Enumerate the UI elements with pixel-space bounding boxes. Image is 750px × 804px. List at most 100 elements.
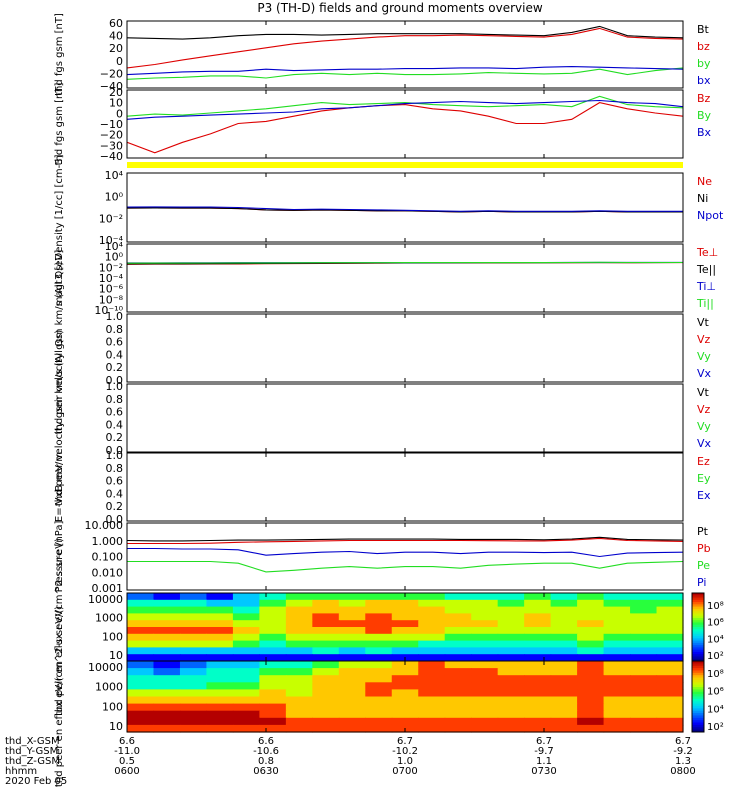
panel-10-cell bbox=[179, 710, 208, 719]
panel-9-colorbar-cell bbox=[692, 654, 704, 657]
panel-9-cell bbox=[524, 613, 552, 621]
panel-1-ytick-label: −40 bbox=[100, 80, 123, 93]
panel-2-series-by-line bbox=[126, 95, 684, 117]
panel-9-colorbar-cell bbox=[692, 640, 704, 644]
panel-8-ytick-label: 0.100 bbox=[92, 551, 124, 564]
panel-9-cell bbox=[206, 627, 234, 635]
panel-10-colorbar-label: 10⁸ bbox=[707, 669, 724, 680]
panel-10-cell bbox=[338, 703, 366, 712]
panel-9-cell bbox=[630, 620, 658, 628]
panel-9-colorbar-cell bbox=[692, 627, 704, 630]
panel-9-cell bbox=[497, 627, 525, 635]
panel-9-cell bbox=[206, 654, 234, 662]
panel-9-cell bbox=[444, 654, 472, 662]
panel-9-cell bbox=[153, 640, 181, 648]
panel-9-cell bbox=[524, 593, 552, 601]
panel-10-cell bbox=[153, 696, 181, 705]
panel-10-cell bbox=[444, 724, 472, 733]
panel-9-cell bbox=[312, 593, 340, 601]
panel-9-cell bbox=[206, 606, 234, 614]
axis-row-name: thd_Z-GSM bbox=[5, 756, 60, 767]
panel-9-cell bbox=[471, 593, 499, 601]
panel-6-legend-vy: Vy bbox=[697, 420, 711, 433]
panel-10-cell bbox=[232, 675, 260, 683]
panel-1-ytick-label: 40 bbox=[109, 30, 123, 43]
panel-4-ytick-label: 10⁴ bbox=[105, 240, 124, 253]
panel-9-cell bbox=[577, 613, 605, 621]
panel-10-cell bbox=[338, 689, 366, 698]
panel-9-colorbar-cell bbox=[692, 647, 704, 651]
panel-10-cell bbox=[656, 689, 684, 698]
panel-9-cell bbox=[471, 654, 499, 662]
panel-9-colorbar-label: 10⁶ bbox=[707, 618, 724, 629]
panel-8-series-pt-line bbox=[126, 536, 684, 542]
panel-10-cell bbox=[391, 668, 419, 676]
panel-10-cell bbox=[471, 682, 499, 690]
panel-10-cell bbox=[127, 682, 155, 690]
panel-10-cell bbox=[232, 724, 260, 733]
panel-10-cell bbox=[206, 724, 234, 733]
panel-9-cell bbox=[365, 633, 393, 642]
panel-9-cell bbox=[577, 640, 605, 648]
panel-10-cell bbox=[206, 710, 234, 719]
panel-10-cell bbox=[550, 703, 578, 712]
panel-10-cell bbox=[232, 668, 260, 676]
panel-9-cell bbox=[471, 640, 499, 648]
panel-9-cell bbox=[444, 627, 472, 635]
panel-10-cell bbox=[630, 696, 658, 705]
panel-10-cell bbox=[550, 682, 578, 690]
panel-10-ytick-label: 10 bbox=[109, 720, 123, 733]
panel-9-colorbar-cell bbox=[692, 604, 704, 608]
panel-9-cell bbox=[497, 620, 525, 628]
panel-10-cell bbox=[127, 689, 155, 698]
panel-9-cell bbox=[418, 599, 446, 608]
panel-9-cell bbox=[444, 606, 472, 614]
panel-1-ytick-label: 0 bbox=[116, 55, 123, 68]
panel-8-legend-pb: Pb bbox=[697, 542, 711, 555]
panel-9-cell bbox=[259, 606, 287, 614]
panel-9-cell bbox=[418, 620, 446, 628]
panel-10-ytick-label: 1000 bbox=[95, 681, 123, 694]
panel-9-cell bbox=[179, 640, 208, 648]
panel-9-cell bbox=[232, 654, 260, 662]
panel-4-legend-te: Te⊥ bbox=[696, 246, 718, 259]
panel-9-cell bbox=[444, 593, 472, 601]
panel-6-ylabel: thd peer velocity gsm km/s (All Qs) bbox=[54, 330, 65, 506]
panel-10-cell bbox=[365, 682, 393, 690]
panel-5-ytick-label: 1.0 bbox=[106, 310, 124, 323]
panel-5-ytick-label: 0.4 bbox=[106, 348, 124, 361]
panel-9-cell bbox=[179, 599, 208, 608]
panel-10-cell bbox=[497, 668, 525, 676]
panel-10-colorbar-cell bbox=[692, 715, 704, 719]
panel-9-cell bbox=[127, 599, 155, 608]
panel-6-legend-vx: Vx bbox=[697, 437, 712, 450]
panel-10-cell bbox=[179, 661, 208, 669]
panel-9-cell bbox=[418, 593, 446, 601]
panel-9-cell bbox=[444, 613, 472, 621]
panel-9-cell bbox=[603, 633, 631, 642]
panel-10-cell bbox=[418, 717, 446, 726]
panel-10-cell bbox=[471, 703, 499, 712]
panel-10-cell bbox=[630, 675, 658, 683]
axis-row-value: -10.6 bbox=[253, 746, 279, 757]
panel-4-ylabel: magt3 [eV] bbox=[54, 250, 65, 307]
panel-10-cell bbox=[471, 661, 499, 669]
panel-7-legend-ez: Ez bbox=[697, 455, 710, 468]
axis-row-value: 6.7 bbox=[675, 736, 691, 747]
panel-2-legend-by: By bbox=[697, 109, 712, 122]
panel-10-cell bbox=[232, 661, 260, 669]
panel-10-cell bbox=[497, 703, 525, 712]
panel-9-cell bbox=[206, 599, 234, 608]
panel-10-cell bbox=[259, 682, 287, 690]
panel-5-frame bbox=[126, 313, 684, 383]
axis-row-value: 0.8 bbox=[258, 756, 274, 767]
panel-10-cell bbox=[418, 724, 446, 733]
panel-10-cell bbox=[365, 703, 393, 712]
panel-10-cell bbox=[259, 689, 287, 698]
panel-9-cell bbox=[312, 599, 340, 608]
axis-row-value: 6.7 bbox=[536, 736, 552, 747]
panel-9-cell bbox=[259, 654, 287, 662]
panel-10-cell bbox=[127, 717, 155, 726]
panel-9-cell bbox=[153, 620, 181, 628]
axis-row-value: 0.5 bbox=[119, 756, 135, 767]
